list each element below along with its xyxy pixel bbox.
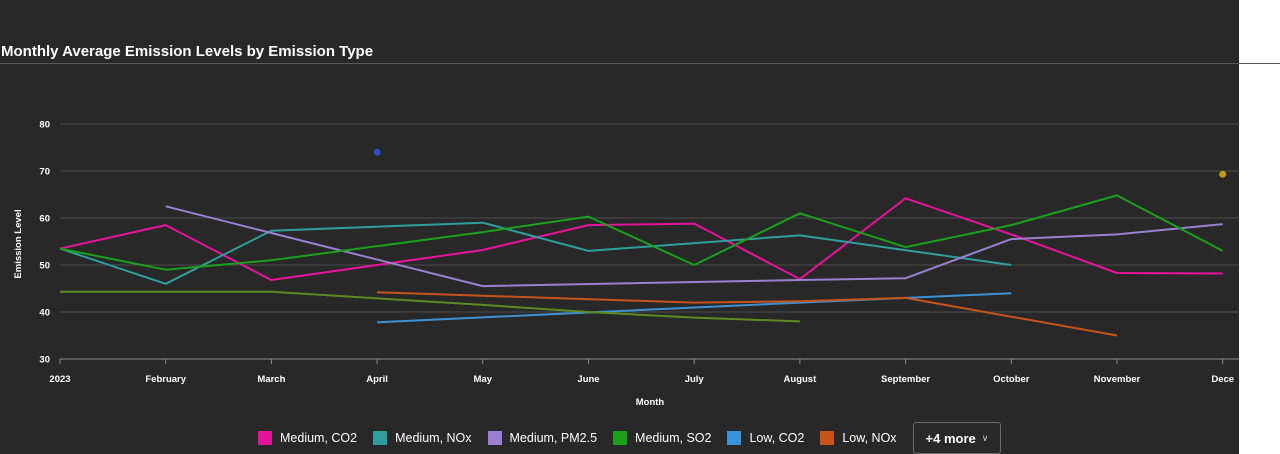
x-tick-label: March bbox=[257, 374, 285, 385]
legend-label: Low, CO2 bbox=[749, 431, 805, 445]
series-line-2 bbox=[165, 205, 1223, 288]
legend-more-label: +4 more bbox=[925, 430, 976, 446]
legend-item[interactable]: Low, NOx bbox=[820, 431, 897, 445]
x-tick-label: February bbox=[145, 374, 186, 385]
series-line-4 bbox=[377, 292, 1012, 324]
series-line-0 bbox=[59, 197, 1223, 281]
series-line-6 bbox=[60, 290, 800, 323]
legend-swatch bbox=[487, 431, 502, 445]
x-tick-label: August bbox=[784, 374, 818, 385]
y-tick-label: 50 bbox=[39, 261, 50, 272]
series-line-5 bbox=[377, 291, 1118, 337]
y-tick-label: 40 bbox=[39, 308, 50, 319]
series-line-1 bbox=[59, 221, 1012, 285]
x-tick-label: May bbox=[474, 374, 493, 385]
chart-title: Monthly Average Emission Levels by Emiss… bbox=[1, 43, 374, 60]
y-tick-label: 60 bbox=[39, 214, 50, 225]
chart-panel: Monthly Average Emission Levels by Emiss… bbox=[0, 0, 1239, 454]
y-axis-title: Emission Level bbox=[13, 209, 24, 278]
series-line-3 bbox=[59, 194, 1224, 271]
chevron-down-icon: ∨ bbox=[981, 432, 989, 443]
title-divider bbox=[0, 63, 1280, 64]
x-tick-label: June bbox=[577, 374, 599, 385]
x-axis-title: Month bbox=[636, 397, 665, 408]
legend-label: Medium, SO2 bbox=[635, 431, 712, 445]
legend-label: Medium, CO2 bbox=[280, 431, 358, 445]
legend-label: Medium, NOx bbox=[395, 431, 472, 445]
legend-swatch bbox=[727, 431, 742, 445]
series-point-8 bbox=[1219, 170, 1227, 178]
y-tick-label: 30 bbox=[39, 355, 50, 366]
x-tick-label: 2023 bbox=[49, 374, 70, 385]
x-tick-label: September bbox=[881, 374, 930, 385]
legend-item[interactable]: Medium, NOx bbox=[373, 431, 472, 445]
y-tick-label: 70 bbox=[39, 167, 50, 178]
line-chart: 30 40 50 60 70 80 2023 February March April May Jun… bbox=[13, 120, 1239, 408]
legend-label: Low, NOx bbox=[842, 431, 897, 445]
legend-item[interactable]: Low, CO2 bbox=[727, 431, 804, 445]
legend-swatch bbox=[373, 431, 388, 445]
x-tick-label: April bbox=[366, 374, 388, 385]
legend-swatch bbox=[613, 431, 628, 445]
legend-item[interactable]: Medium, PM2.5 bbox=[487, 431, 598, 445]
legend-item[interactable]: Medium, CO2 bbox=[258, 431, 357, 445]
legend-item[interactable]: Medium, SO2 bbox=[613, 431, 711, 445]
series-point-7 bbox=[373, 148, 381, 156]
legend-label: Medium, PM2.5 bbox=[509, 431, 598, 445]
legend-swatch bbox=[820, 431, 835, 445]
x-tick-label: July bbox=[685, 374, 705, 385]
legend: Medium, CO2 Medium, NOx Medium, PM2.5 Mediu… bbox=[258, 422, 1002, 454]
legend-swatch bbox=[258, 431, 272, 445]
x-tick-label: October bbox=[993, 374, 1030, 385]
legend-more-button[interactable]: +4 more ∨ bbox=[912, 422, 1002, 454]
x-tick-label: Dece bbox=[1211, 374, 1234, 385]
x-tick-label: November bbox=[1094, 374, 1141, 385]
y-tick-label: 80 bbox=[39, 120, 50, 131]
